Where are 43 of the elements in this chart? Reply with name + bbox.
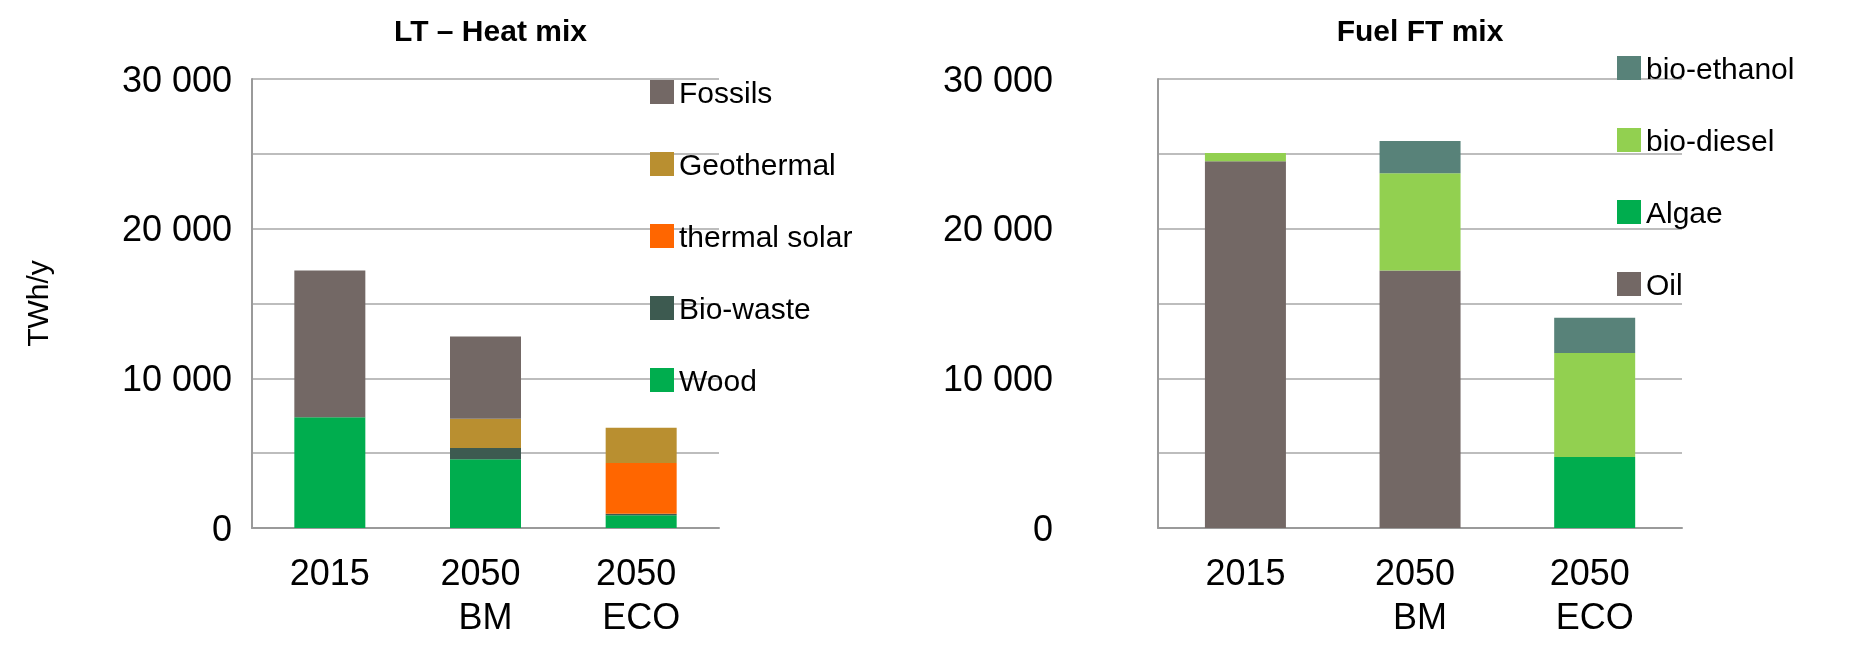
x-tick-label: 2050 BM bbox=[440, 551, 531, 637]
bar bbox=[294, 270, 366, 418]
chart-title: Fuel FT mix bbox=[1336, 13, 1504, 47]
y-tick-label: 20 000 bbox=[121, 208, 232, 250]
legend-label: bio-diesel bbox=[1646, 123, 1775, 157]
bar bbox=[1379, 141, 1461, 174]
y-tick-label: 0 bbox=[211, 507, 232, 549]
x-tick-label: 2050 BM bbox=[1375, 551, 1466, 637]
legend-label: thermal solar bbox=[679, 219, 853, 253]
y-tick-label: 20 000 bbox=[943, 208, 1054, 250]
y-tick-label: 10 000 bbox=[943, 357, 1054, 399]
bar bbox=[1204, 153, 1286, 162]
y-tick-label: 0 bbox=[1033, 507, 1054, 549]
bar bbox=[450, 418, 521, 448]
bar bbox=[450, 459, 521, 528]
bar bbox=[605, 427, 677, 463]
bar bbox=[450, 336, 521, 419]
x-tick-label: 2015 bbox=[1205, 551, 1286, 593]
legend-label: Algae bbox=[1646, 195, 1723, 229]
legend-label: Wood bbox=[679, 363, 757, 397]
y-tick-label: 10 000 bbox=[121, 357, 232, 399]
bar bbox=[450, 447, 521, 460]
bar bbox=[1379, 173, 1461, 271]
bar bbox=[1379, 270, 1461, 528]
x-tick-label: 2050 ECO bbox=[596, 551, 687, 637]
bar bbox=[1554, 352, 1636, 457]
bar bbox=[294, 417, 366, 528]
y-tick-label: 30 000 bbox=[121, 58, 232, 100]
chart-title: LT – Heat mix bbox=[394, 13, 588, 47]
bar bbox=[1204, 161, 1286, 528]
legend-label: bio-ethanol bbox=[1646, 51, 1795, 85]
y-axis-title: TWh/y bbox=[20, 260, 54, 347]
bar bbox=[605, 462, 677, 514]
bar bbox=[1554, 456, 1636, 528]
bar bbox=[1554, 317, 1636, 353]
y-tick-label: 30 000 bbox=[943, 58, 1054, 100]
x-tick-label: 2050 ECO bbox=[1549, 551, 1640, 637]
legend-label: Fossils bbox=[679, 75, 773, 109]
bar bbox=[605, 515, 677, 528]
x-tick-label: 2015 bbox=[289, 551, 370, 593]
legend-label: Oil bbox=[1646, 267, 1683, 301]
legend-label: Geothermal bbox=[679, 147, 836, 181]
legend-label: Bio-waste bbox=[679, 291, 811, 325]
